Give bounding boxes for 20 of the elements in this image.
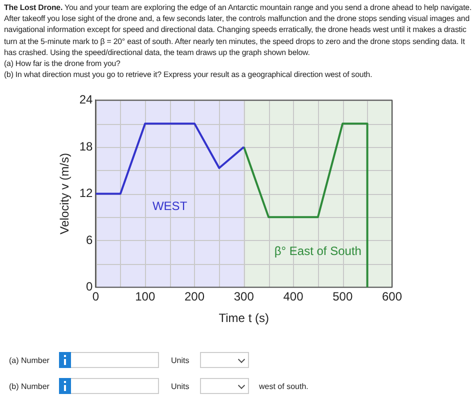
x-tick-label: 300	[234, 290, 254, 304]
y-tick-label: 12	[79, 186, 94, 200]
x-tick-label: 600	[382, 290, 402, 304]
text: (b) Number	[9, 382, 50, 391]
text: (a) Number	[9, 356, 50, 365]
x-tick-label: 500	[332, 290, 353, 304]
text: west of south.	[259, 382, 308, 391]
y-tick-label: 24	[79, 92, 94, 107]
band-label: WEST	[152, 199, 188, 214]
band-label: β° East of South	[274, 244, 362, 258]
text: Units	[171, 356, 190, 365]
x-tick-label: 200	[184, 290, 205, 304]
y-tick-label: 0	[86, 280, 94, 294]
y-tick-label: 18	[79, 139, 94, 154]
x-tick-label: 100	[135, 290, 156, 304]
x-axis-title: Time t (s)	[218, 311, 269, 326]
text: Units	[171, 382, 190, 391]
x-tick-label: 400	[283, 290, 304, 304]
y-tick-label: 6	[86, 232, 94, 247]
y-axis-title: Velocity v (m/s)	[58, 153, 72, 234]
